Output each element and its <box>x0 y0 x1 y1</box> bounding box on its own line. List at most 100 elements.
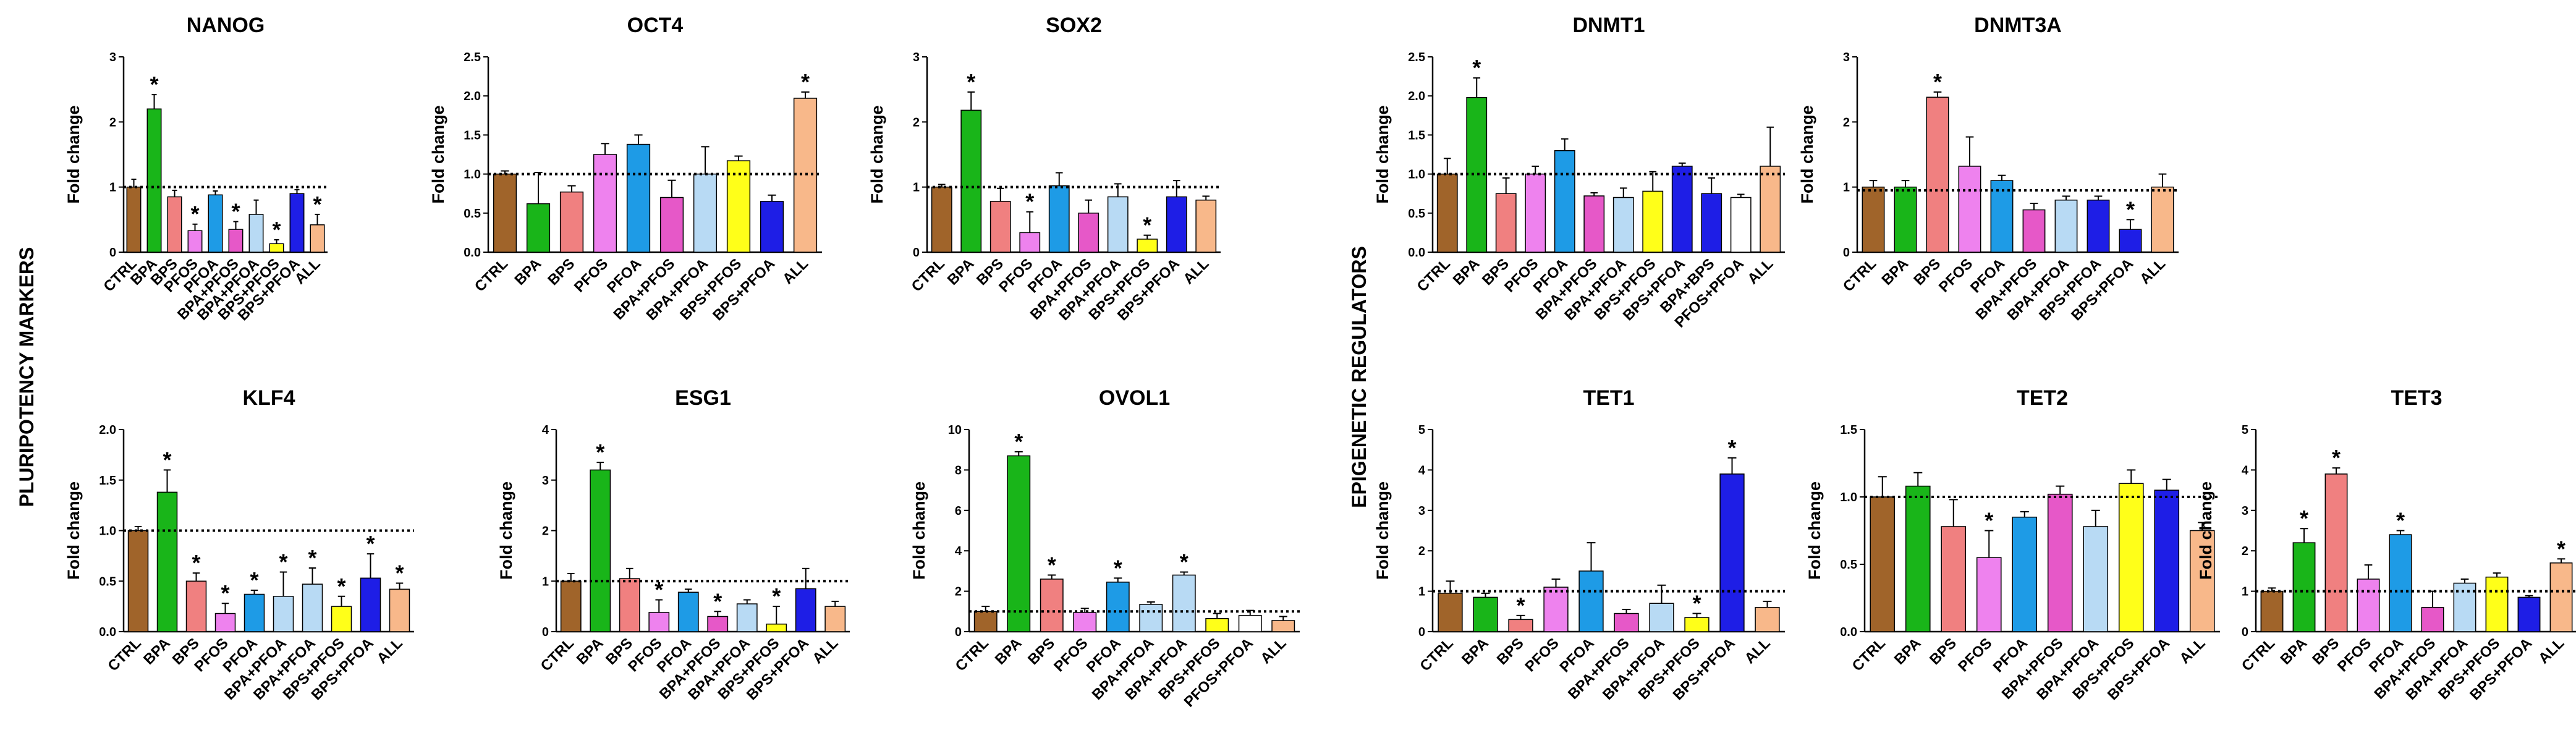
x-tick-label: BPA <box>140 635 174 668</box>
bar-bps-plus-pfoa <box>2119 229 2142 253</box>
y-tick-label: 0.5 <box>99 575 116 588</box>
chart-title: OCT4 <box>627 14 684 37</box>
significance-star: * <box>2126 197 2135 222</box>
y-tick-label: 3 <box>1418 504 1425 518</box>
bar-all <box>2549 562 2573 632</box>
chart-oct4: OCT4 Fold change 0.0 0.5 1.0 1.5 2.0 2.5 CTRL BPA… <box>429 14 822 324</box>
y-axis-label: Fold change <box>429 105 447 203</box>
bar-bps-plus-pfoa <box>289 193 305 253</box>
y-tick-label: 1.5 <box>1408 129 1425 142</box>
bar-bpa-plus-pfoa <box>693 173 718 253</box>
bar-ctrl <box>493 173 517 253</box>
bar-bpa-plus-pfoa <box>1612 197 1634 253</box>
y-tick-label: 1 <box>109 181 116 195</box>
bar-bps-plus-pfos <box>1642 190 1664 253</box>
x-tick-label: ALL <box>1180 255 1212 287</box>
y-tick-label: 0.0 <box>464 246 481 260</box>
significance-star: * <box>2332 445 2341 470</box>
bar-bpa <box>1007 455 1031 632</box>
y-axis-label: Fold change <box>910 481 928 580</box>
bar-bps-plus-pfoa <box>795 588 816 632</box>
bar-pfoa <box>1554 150 1575 253</box>
bar-pfoa <box>2389 534 2412 632</box>
y-tick-label: 0 <box>1418 625 1425 639</box>
bar-bps <box>1508 619 1533 632</box>
bar-bpa-plus-pfoa <box>1139 604 1163 632</box>
y-tick-label: 3 <box>109 51 116 64</box>
y-tick-label: 2 <box>955 585 962 599</box>
y-tick-label: 3 <box>913 51 920 64</box>
bar-all <box>824 606 846 632</box>
bar-bpa-plus-pfos <box>2047 493 2073 632</box>
significance-star: * <box>1727 435 1736 460</box>
chart-title: KLF4 <box>243 386 295 410</box>
significance-star: * <box>2300 506 2308 531</box>
significance-star: * <box>967 69 975 95</box>
bar-ctrl <box>1862 186 1885 253</box>
y-tick-label: 4 <box>2242 464 2249 477</box>
y-axis-label: Fold change <box>64 481 83 580</box>
bar-bpa-plus-pfoa <box>2054 199 2078 253</box>
y-tick-label: 2.5 <box>464 51 481 64</box>
bar-bpa-plus-pfos <box>1078 213 1099 253</box>
y-tick-label: 1.5 <box>464 129 481 142</box>
bar-ctrl <box>931 186 952 253</box>
bar-bpa <box>146 108 162 253</box>
x-tick-label: ALL <box>292 255 324 287</box>
bar-pfoa <box>244 593 265 632</box>
bar-bps-plus-pfoa <box>760 201 784 253</box>
bar-bpa-plus-pfoa <box>302 583 323 632</box>
bar-pfoa <box>677 591 699 632</box>
bar-pfos-plus-pfoa <box>1730 197 1752 253</box>
y-tick-label: 0.0 <box>1408 246 1425 260</box>
bar-bps <box>1495 193 1517 253</box>
bar-pfos <box>593 154 617 253</box>
significance-star: * <box>1025 189 1034 214</box>
bar-bpa <box>590 469 611 632</box>
bar-ctrl <box>1870 496 1896 632</box>
x-tick-label: BPA <box>944 255 978 289</box>
y-tick-label: 1.0 <box>99 525 116 538</box>
bar-bps <box>185 580 207 632</box>
bar-pfoa <box>2012 516 2038 632</box>
y-tick-label: 2.0 <box>99 423 116 437</box>
bar-bps-plus-pfos <box>726 160 751 253</box>
bar-pfoa <box>1048 185 1070 253</box>
significance-star: * <box>1048 552 1056 577</box>
chart-title: ESG1 <box>675 386 731 410</box>
significance-star: * <box>1692 591 1701 616</box>
y-tick-label: 1 <box>542 575 549 588</box>
bar-bps-plus-pfos <box>1205 617 1229 632</box>
bar-bpa <box>960 109 982 253</box>
bar-bpa-plus-pfoa <box>1107 196 1129 253</box>
significance-star: * <box>250 567 258 593</box>
y-tick-label: 0.5 <box>1840 558 1857 572</box>
y-tick-label: 1.0 <box>464 168 481 182</box>
bar-pfoa <box>1990 180 2014 253</box>
y-tick-label: 0 <box>109 246 116 260</box>
y-tick-label: 5 <box>2242 423 2248 437</box>
x-tick-label: BPA <box>1879 255 1912 289</box>
bar-bpa-plus-pfoa <box>248 214 264 253</box>
bar-pfos <box>1019 232 1041 253</box>
bar-bpa-plus-pfos <box>228 229 244 253</box>
y-tick-label: 0.5 <box>1408 207 1425 221</box>
bar-bps-plus-pfos <box>1684 617 1710 632</box>
x-tick-label: BPA <box>2277 635 2311 668</box>
x-tick-label: PFOS <box>1936 255 1976 295</box>
significance-star: * <box>366 531 375 556</box>
chart-title: DNMT1 <box>1572 14 1645 37</box>
y-tick-label: 2 <box>542 525 549 538</box>
y-tick-label: 2.0 <box>1408 90 1425 103</box>
x-tick-label: ALL <box>2137 255 2169 287</box>
chart-title: TET2 <box>2017 386 2068 410</box>
chart-dnmt1: DNMT1 Fold change 0.0 0.5 1.0 1.5 2.0 2.5 CTRL * B… <box>1373 14 1785 331</box>
x-tick-label: ALL <box>374 635 406 667</box>
y-tick-label: 2 <box>1418 545 1425 558</box>
x-tick-label: CTRL <box>1414 255 1454 295</box>
significance-star: * <box>192 550 200 575</box>
bar-bpa-plus-pfoa <box>1649 603 1674 632</box>
y-tick-label: 1 <box>1843 181 1850 195</box>
